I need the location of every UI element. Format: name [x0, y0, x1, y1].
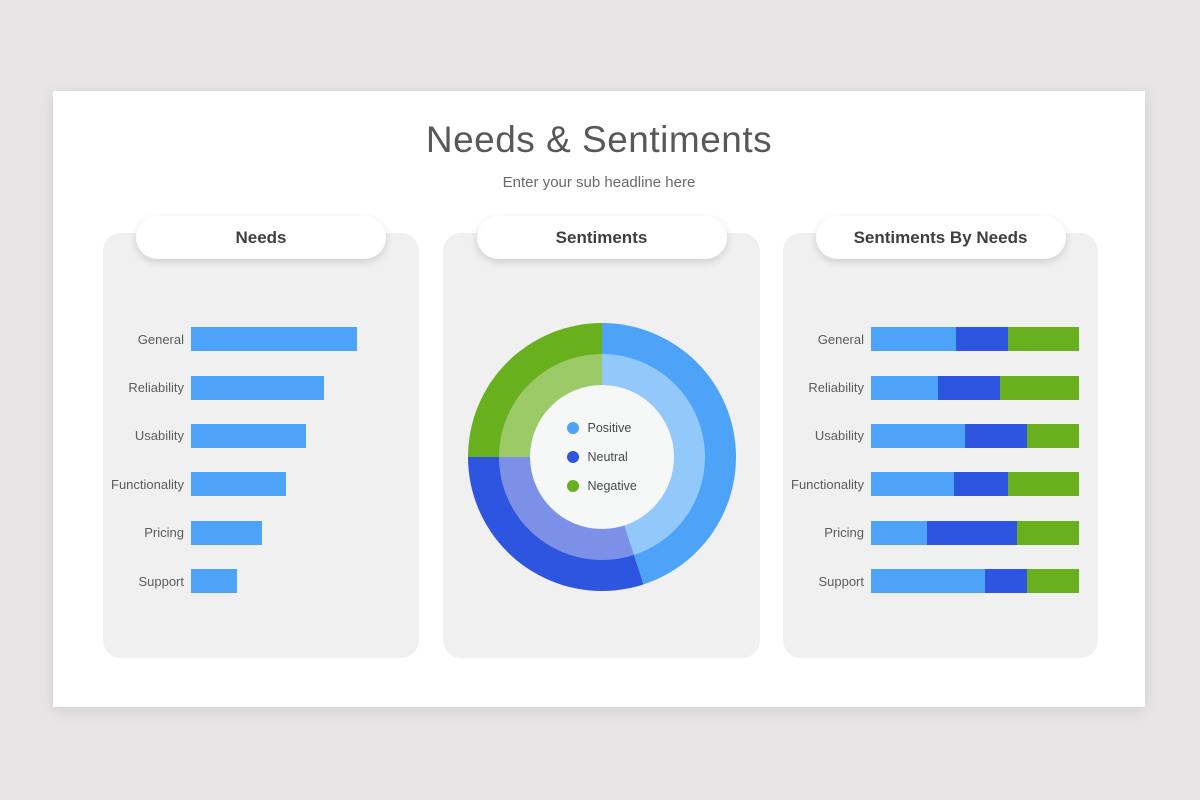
legend-item: Positive [566, 414, 637, 443]
needs-row-label: Functionality [111, 476, 184, 492]
needs-bar [191, 472, 286, 497]
stacked-row-label: Reliability [808, 380, 864, 396]
positive-legend-dot-icon [566, 422, 579, 434]
needs-row: Pricing [111, 509, 419, 557]
stacked-row: Support [791, 557, 1098, 605]
stacked-bar-track [871, 520, 1079, 545]
stacked-segment-neutral [964, 423, 1027, 448]
stacked-segment-negative [999, 375, 1079, 400]
slide: Needs & Sentiments Enter your sub headli… [53, 91, 1145, 707]
stacked-segment-neutral [937, 375, 1000, 400]
panel-sentiments-title: Sentiments [555, 227, 648, 247]
needs-bar-track [191, 520, 263, 545]
stacked-segment-positive [871, 520, 928, 545]
needs-row-label: General [137, 331, 184, 347]
stacked-row: Pricing [791, 509, 1098, 557]
stacked-segment-positive [871, 472, 955, 497]
stacked-row-label: Pricing [824, 525, 864, 541]
needs-row-label: Pricing [144, 525, 184, 541]
stacked-segment-neutral [927, 520, 1017, 545]
stacked-chart: General Reliability Usability Functionality… [783, 233, 1098, 605]
needs-row-label: Reliability [128, 380, 184, 396]
stacked-bar-track [871, 472, 1079, 497]
stacked-segment-neutral [954, 472, 1009, 497]
stacked-row: Reliability [791, 363, 1098, 411]
stacked-segment-negative [1008, 472, 1079, 497]
slide-title: Needs & Sentiments [425, 119, 773, 160]
stacked-bar-track [871, 327, 1079, 352]
needs-bar-track [191, 569, 238, 594]
needs-row: Support [111, 557, 419, 605]
stacked-segment-positive [871, 423, 965, 448]
needs-bar [191, 375, 324, 400]
needs-row: General [111, 315, 419, 363]
slide-subtitle: Enter your sub headline here [502, 174, 696, 191]
donut-legend: Positive Neutral Negative [530, 414, 637, 501]
panel-by-needs-header: Sentiments By Needs [815, 216, 1066, 259]
stacked-bar-track [871, 375, 1079, 400]
panel-needs-title: Needs [235, 227, 287, 247]
neutral-legend-dot-icon [566, 451, 579, 463]
stacked-segment-negative [1008, 327, 1079, 352]
needs-row-label: Support [138, 573, 184, 589]
stacked-segment-neutral [985, 569, 1027, 594]
needs-bar-track [191, 423, 306, 448]
needs-bar [191, 423, 306, 448]
needs-row: Reliability [111, 363, 419, 411]
legend-item: Negative [566, 472, 637, 501]
panel-sentiments-by-needs: Sentiments By Needs General Reliability Us… [783, 216, 1098, 658]
needs-row-label: Usability [134, 428, 184, 444]
needs-bar [191, 327, 357, 352]
stacked-row-label: General [817, 331, 864, 347]
sentiments-donut-chart: Positive Neutral Negative [467, 323, 736, 591]
stacked-bar-track [871, 423, 1079, 448]
stacked-row-label: Usability [814, 428, 864, 444]
needs-bar [191, 569, 238, 594]
needs-bar [191, 520, 263, 545]
panel-sentiments: Sentiments Positive Neutral Negative [443, 216, 760, 658]
needs-row: Usability [111, 412, 419, 460]
stacked-segment-positive [871, 375, 938, 400]
donut-hole: Positive Neutral Negative [529, 385, 674, 529]
needs-bar-track [191, 472, 286, 497]
stacked-row-label: Support [818, 573, 864, 589]
stacked-row: Usability [791, 412, 1098, 460]
legend-label: Neutral [587, 450, 628, 464]
stacked-segment-negative [1026, 423, 1079, 448]
panel-needs-header: Needs [136, 216, 386, 259]
stacked-row: General [791, 315, 1098, 363]
stacked-segment-neutral [956, 327, 1009, 352]
legend-item: Neutral [566, 443, 637, 472]
stacked-segment-positive [871, 569, 986, 594]
stacked-row-label: Functionality [791, 476, 864, 492]
legend-label: Positive [587, 421, 632, 435]
panel-sentiments-header: Sentiments [476, 216, 727, 259]
stacked-segment-negative [1016, 520, 1079, 545]
stacked-bar-track [871, 569, 1079, 594]
needs-chart: General Reliability Usability Functionality… [103, 233, 419, 605]
legend-label: Negative [587, 479, 637, 493]
negative-legend-dot-icon [566, 480, 579, 492]
stacked-segment-negative [1026, 569, 1079, 594]
needs-row: Functionality [111, 460, 419, 508]
stacked-row: Functionality [791, 460, 1098, 508]
needs-bar-track [191, 375, 324, 400]
needs-bar-track [191, 327, 357, 352]
panel-needs: Needs General Reliability Usability Functio… [103, 216, 419, 658]
panel-by-needs-title: Sentiments By Needs [853, 227, 1028, 247]
stacked-segment-positive [871, 327, 957, 352]
